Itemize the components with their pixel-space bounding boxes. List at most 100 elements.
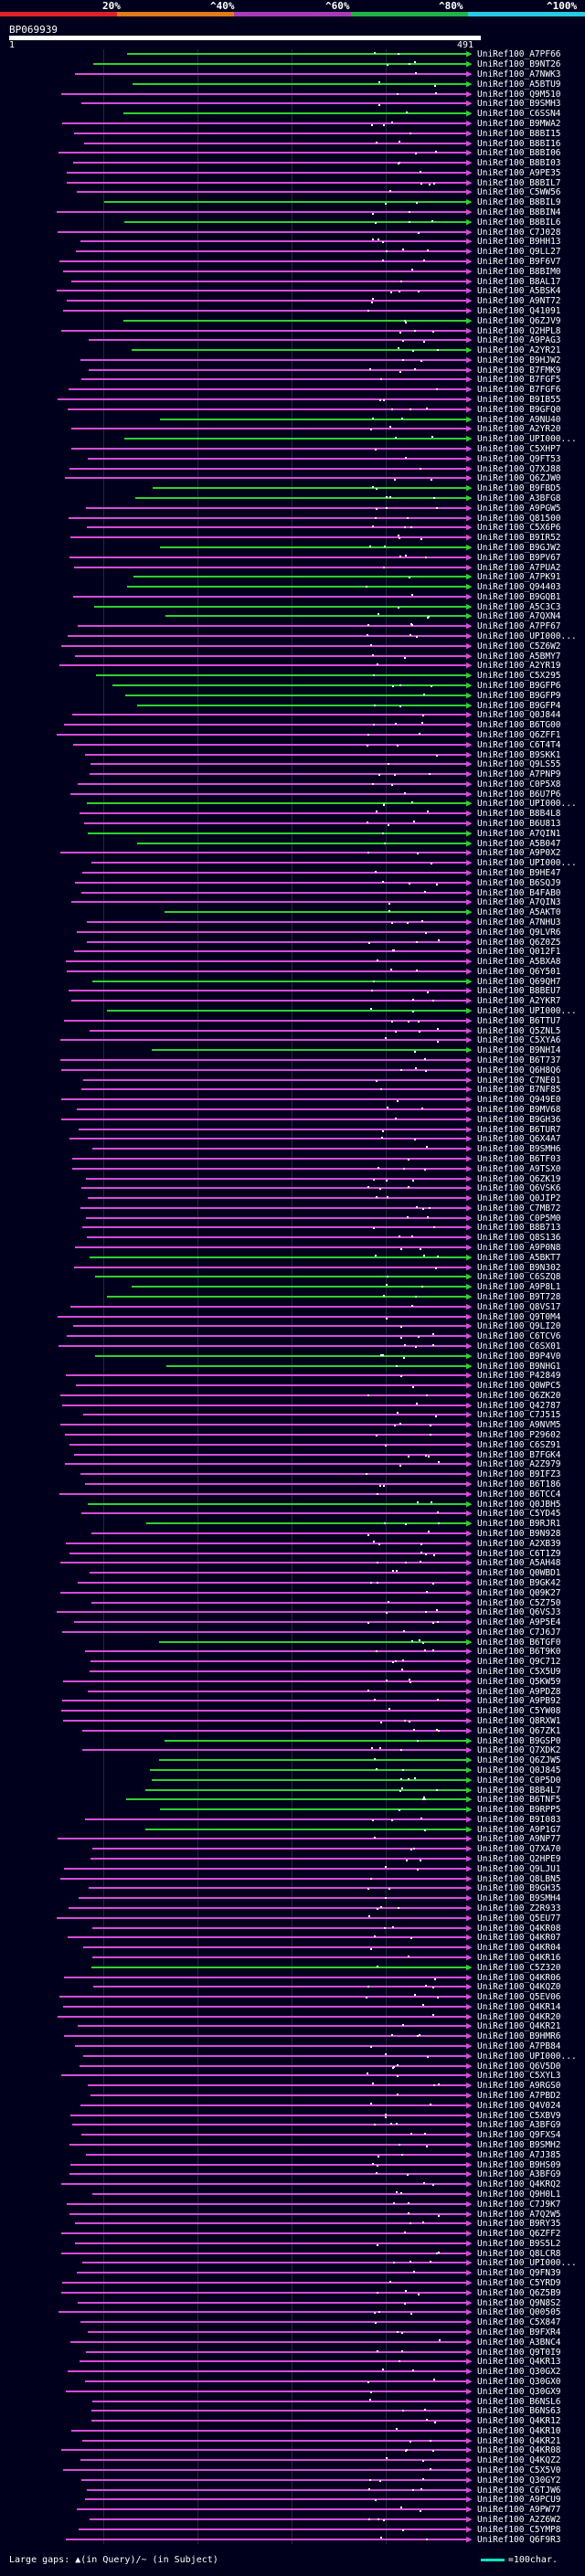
hit-id-link[interactable]: UniRef100_B9RJR1 — [477, 1519, 561, 1529]
hit-alignment-line[interactable] — [83, 1946, 468, 1948]
hit-alignment-line[interactable] — [92, 2401, 468, 2402]
hit-alignment-line[interactable] — [72, 1168, 468, 1170]
hit-id-link[interactable]: UniRef100_Q6VSK6 — [477, 1183, 561, 1193]
hit-alignment-line[interactable] — [58, 1345, 468, 1347]
hit-id-link[interactable]: UniRef100_B9GFP9 — [477, 691, 561, 701]
hit-id-link[interactable]: UniRef100_C7J515 — [477, 1410, 561, 1420]
hit-id-link[interactable]: UniRef100_Q4KR14 — [477, 2002, 561, 2012]
hit-id-link[interactable]: UniRef100_C6TCV6 — [477, 1331, 561, 1341]
hit-id-link[interactable]: UniRef100_A9P1G7 — [477, 1825, 561, 1835]
hit-id-link[interactable]: UniRef100_Q6VSJ3 — [477, 1607, 561, 1617]
hit-id-link[interactable]: UniRef100_B6TTU7 — [477, 1016, 561, 1026]
hit-alignment-line[interactable] — [75, 882, 468, 884]
hit-alignment-line[interactable] — [78, 2025, 468, 2027]
hit-id-link[interactable]: UniRef100_B8BIM0 — [477, 267, 561, 277]
hit-id-link[interactable]: UniRef100_B8B4L8 — [477, 809, 561, 819]
hit-id-link[interactable]: UniRef100_UPI000... — [477, 1006, 577, 1016]
hit-alignment-line[interactable] — [94, 606, 468, 608]
hit-alignment-line[interactable] — [88, 1503, 468, 1505]
hit-alignment-line[interactable] — [77, 2508, 468, 2510]
hit-alignment-line[interactable] — [77, 191, 468, 193]
hit-id-link[interactable]: UniRef100_A3BFG9 — [477, 2169, 561, 2179]
hit-id-link[interactable]: UniRef100_B9GK42 — [477, 1578, 561, 1588]
hit-id-link[interactable]: UniRef100_Q4KQZ2 — [477, 2455, 561, 2465]
hit-id-link[interactable]: UniRef100_Q4V024 — [477, 2101, 561, 2111]
hit-id-link[interactable]: UniRef100_A2Z6W2 — [477, 2515, 561, 2525]
hit-alignment-line[interactable] — [61, 1098, 468, 1100]
hit-id-link[interactable]: UniRef100_A5AH48 — [477, 1558, 561, 1568]
hit-id-link[interactable]: UniRef100_A3BFG9 — [477, 2120, 561, 2130]
hit-alignment-line[interactable] — [77, 2272, 468, 2274]
hit-alignment-line[interactable] — [75, 2222, 468, 2224]
hit-alignment-line[interactable] — [84, 143, 468, 144]
hit-id-link[interactable]: UniRef100_Q4KR07 — [477, 1933, 561, 1943]
hit-alignment-line[interactable] — [69, 1138, 468, 1140]
hit-id-link[interactable]: UniRef100_Q8LBN5 — [477, 1874, 561, 1884]
hit-alignment-line[interactable] — [86, 1217, 468, 1219]
hit-alignment-line[interactable] — [60, 1059, 468, 1061]
hit-id-link[interactable]: UniRef100_Q30GX2 — [477, 2367, 561, 2377]
hit-alignment-line[interactable] — [80, 1473, 468, 1475]
hit-alignment-line[interactable] — [69, 2213, 468, 2215]
hit-alignment-line[interactable] — [79, 2528, 468, 2530]
hit-alignment-line[interactable] — [78, 1582, 468, 1584]
hit-id-link[interactable]: UniRef100_B6TG00 — [477, 720, 561, 730]
hit-alignment-line[interactable] — [85, 2380, 468, 2382]
hit-id-link[interactable]: UniRef100_B9P4V0 — [477, 1352, 561, 1362]
hit-id-link[interactable]: UniRef100_B9F6V7 — [477, 257, 561, 267]
hit-alignment-line[interactable] — [90, 1858, 468, 1860]
hit-alignment-line[interactable] — [57, 734, 468, 736]
hit-alignment-line[interactable] — [69, 557, 468, 558]
hit-id-link[interactable]: UniRef100_B9RY35 — [477, 2219, 561, 2229]
hit-id-link[interactable]: UniRef100_UPI000... — [477, 434, 577, 444]
hit-id-link[interactable]: UniRef100_B9NHI4 — [477, 1045, 561, 1055]
hit-id-link[interactable]: UniRef100_C6SSN4 — [477, 109, 561, 119]
hit-alignment-line[interactable] — [58, 152, 468, 154]
hit-id-link[interactable]: UniRef100_Q6Z0Z5 — [477, 938, 561, 948]
hit-id-link[interactable]: UniRef100_C5XHP7 — [477, 444, 561, 454]
hit-alignment-line[interactable] — [92, 1956, 468, 1958]
hit-id-link[interactable]: UniRef100_C6T4T4 — [477, 740, 561, 750]
hit-id-link[interactable]: UniRef100_A7PF66 — [477, 49, 561, 59]
hit-id-link[interactable]: UniRef100_C7NE01 — [477, 1076, 561, 1086]
hit-id-link[interactable]: UniRef100_Q5EU77 — [477, 1913, 561, 1924]
hit-alignment-line[interactable] — [65, 1434, 468, 1436]
hit-alignment-line[interactable] — [77, 1108, 468, 1110]
hit-alignment-line[interactable] — [133, 576, 468, 578]
hit-alignment-line[interactable] — [87, 802, 468, 804]
hit-alignment-line[interactable] — [69, 388, 468, 390]
hit-alignment-line[interactable] — [72, 1158, 468, 1160]
hit-id-link[interactable]: UniRef100_C5X5U9 — [477, 1667, 561, 1677]
hit-alignment-line[interactable] — [78, 625, 468, 627]
hit-id-link[interactable]: UniRef100_Q6ZJW0 — [477, 473, 561, 483]
hit-id-link[interactable]: UniRef100_B9GJW2 — [477, 543, 561, 553]
hit-id-link[interactable]: UniRef100_Q9LS55 — [477, 759, 561, 769]
hit-id-link[interactable]: UniRef100_B9I083 — [477, 1815, 561, 1825]
hit-alignment-line[interactable] — [62, 2282, 468, 2284]
hit-id-link[interactable]: UniRef100_C0P5X8 — [477, 779, 561, 790]
hit-id-link[interactable]: UniRef100_Q9N8S2 — [477, 2298, 561, 2308]
hit-alignment-line[interactable] — [89, 369, 468, 371]
hit-id-link[interactable]: UniRef100_A9NT72 — [477, 296, 561, 306]
hit-alignment-line[interactable] — [61, 330, 468, 332]
hit-alignment-line[interactable] — [62, 1700, 468, 1701]
hit-id-link[interactable]: UniRef100_B8AL17 — [477, 277, 561, 287]
hit-id-link[interactable]: UniRef100_UPI000... — [477, 2258, 577, 2268]
hit-id-link[interactable]: UniRef100_A3BNC4 — [477, 2337, 561, 2348]
hit-id-link[interactable]: UniRef100_B9SMH4 — [477, 1893, 561, 1903]
hit-alignment-line[interactable] — [69, 1907, 468, 1909]
hit-id-link[interactable]: UniRef100_Q9T0I9 — [477, 2348, 561, 2358]
hit-alignment-line[interactable] — [67, 172, 468, 174]
hit-id-link[interactable]: UniRef100_B8BIN4 — [477, 207, 561, 217]
hit-id-link[interactable]: UniRef100_B9IR52 — [477, 533, 561, 543]
hit-id-link[interactable]: UniRef100_Q6H8Q6 — [477, 1065, 561, 1076]
hit-alignment-line[interactable] — [86, 2351, 468, 2353]
hit-id-link[interactable]: UniRef100_A9RGS0 — [477, 2081, 561, 2091]
hit-alignment-line[interactable] — [92, 1927, 468, 1929]
hit-alignment-line[interactable] — [83, 1414, 468, 1415]
hit-alignment-line[interactable] — [160, 546, 468, 548]
hit-id-link[interactable]: UniRef100_Q30GX9 — [477, 2387, 561, 2397]
hit-alignment-line[interactable] — [74, 133, 468, 134]
hit-id-link[interactable]: UniRef100_A9PAG3 — [477, 335, 561, 345]
hit-alignment-line[interactable] — [68, 635, 468, 637]
